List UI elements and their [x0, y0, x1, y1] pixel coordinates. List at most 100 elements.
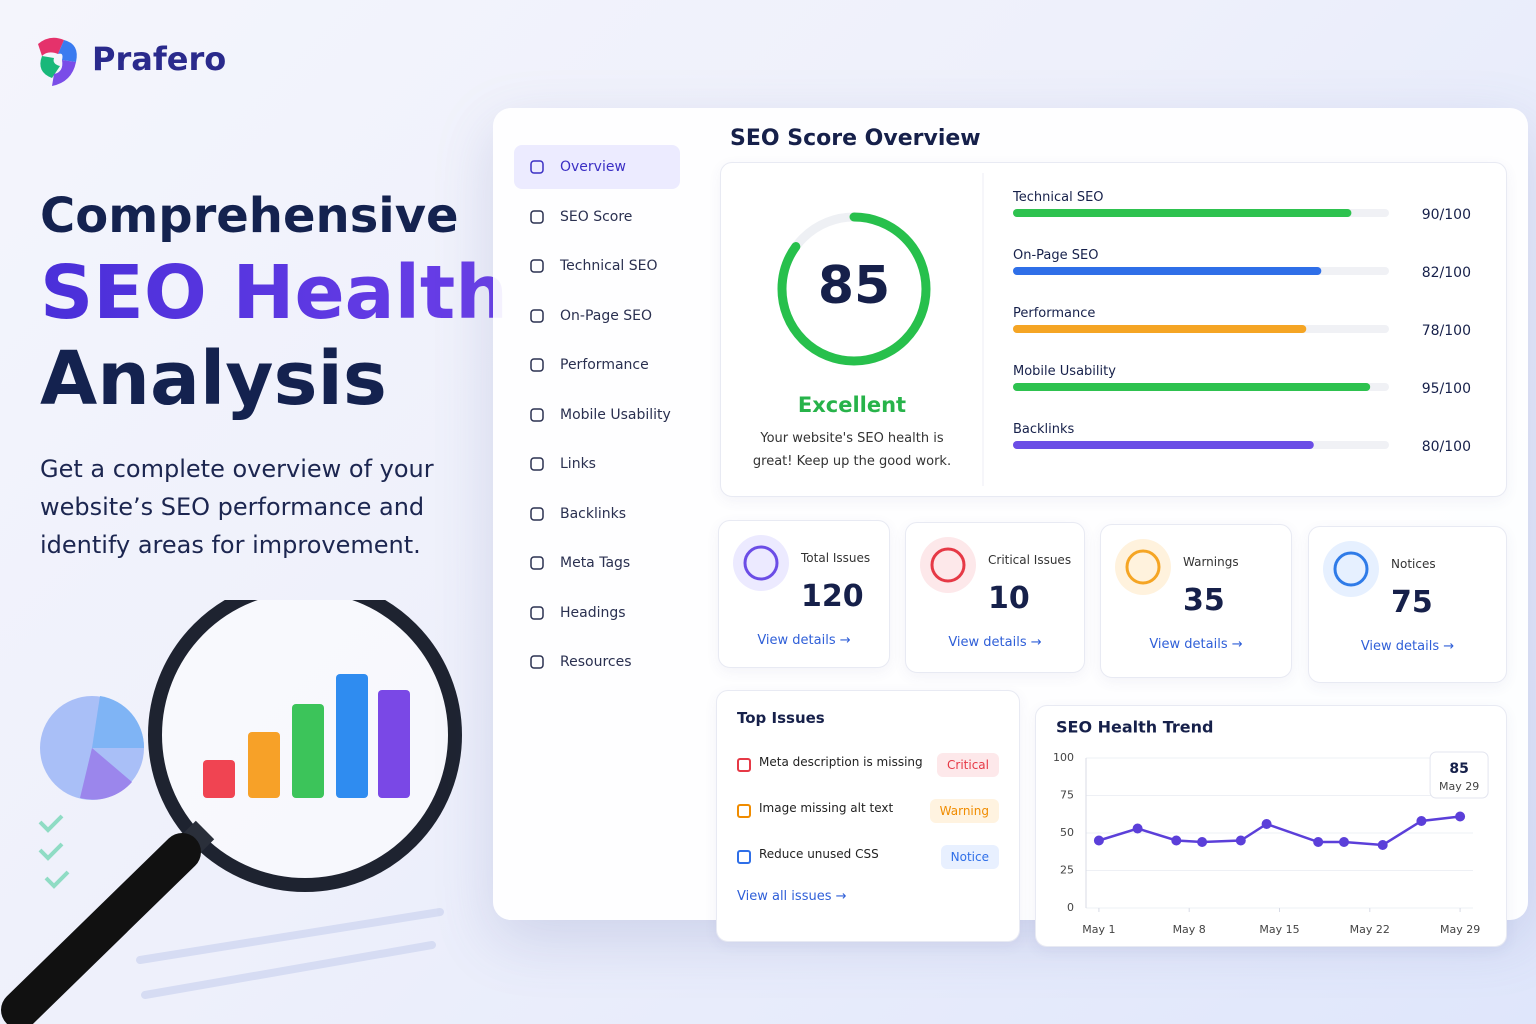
bar	[1013, 267, 1322, 275]
x-tick-label: May 29	[1440, 923, 1480, 936]
view-details-link[interactable]: View details →	[1149, 637, 1243, 652]
trend-point	[1416, 816, 1427, 826]
bar-label: On-Page SEO	[1013, 248, 1098, 263]
trend-chart: SEO Health Trend 0 25 50 75 100 May 1 May 8 May…	[1053, 718, 1489, 936]
nav-label[interactable]: Backlinks	[560, 505, 627, 522]
rating-message: Your website's SEO health is great! Keep…	[752, 431, 952, 469]
nav-item[interactable]: Backlinks	[514, 492, 680, 536]
nav-label[interactable]: Meta Tags	[560, 555, 631, 571]
nav-label[interactable]: Overview	[560, 159, 626, 175]
stat-value: 10	[988, 581, 1030, 616]
trend-point	[1455, 811, 1466, 822]
stat-card: Notices 75 View details →	[1308, 526, 1507, 683]
issue-text: Image missing alt text	[759, 801, 894, 815]
nav-icon	[530, 209, 544, 224]
issue-icon	[737, 758, 751, 772]
nav-label[interactable]: SEO Score	[560, 208, 633, 225]
nav-label[interactable]: Performance	[560, 357, 649, 373]
bar-value-label: 90/100	[1422, 207, 1471, 223]
view-details-link[interactable]: View details →	[1360, 639, 1455, 654]
stat-label: Critical Issues	[988, 553, 1072, 567]
hero-description: Get a complete overview of your website’…	[40, 455, 434, 559]
nav-label[interactable]: Technical SEO	[560, 258, 658, 274]
issue-icon	[737, 804, 751, 818]
hero-title: SEO Health	[40, 250, 508, 336]
bar	[1013, 325, 1307, 333]
bar-value-label: 80/100	[1422, 439, 1471, 455]
hero-title: Comprehensive	[40, 188, 459, 244]
nav-label[interactable]: On-Page SEO	[560, 307, 653, 324]
stat-value: 75	[1391, 585, 1433, 620]
bar	[1013, 441, 1314, 449]
stat-label: Warnings	[1183, 555, 1239, 569]
trend-point	[1093, 835, 1104, 846]
y-tick-label: 75	[1060, 789, 1074, 802]
nav-item[interactable]: Mobile Usability	[514, 393, 680, 437]
nav-item[interactable]: Links	[514, 442, 680, 486]
nav-item[interactable]: Performance	[514, 343, 680, 387]
view-details-link[interactable]: View details →	[757, 633, 851, 648]
nav-label[interactable]: Mobile Usability	[560, 406, 671, 423]
x-tick-label: May 15	[1259, 923, 1299, 936]
stat-card: Critical Issues 10 View details →	[905, 522, 1085, 673]
logo-icon	[38, 37, 77, 86]
y-tick-label: 100	[1053, 751, 1074, 764]
stat-icon-glyph	[1333, 551, 1369, 587]
stat-icon-glyph	[1125, 549, 1161, 585]
bar-label: Mobile Usability	[1013, 364, 1116, 379]
bar-value-label: 78/100	[1422, 323, 1471, 339]
severity-badge: Critical	[937, 753, 999, 777]
nav-icon	[530, 556, 544, 570]
trend-point	[1377, 840, 1388, 850]
stat-icon	[920, 537, 976, 593]
nav-icon	[530, 407, 544, 422]
bar-label: Performance	[1013, 306, 1095, 321]
nav-item[interactable]: On-Page SEO	[514, 294, 680, 338]
section-title: SEO Score Overview	[730, 126, 981, 151]
stat-label: Total Issues	[801, 551, 871, 565]
hero-title: Analysis	[40, 336, 387, 422]
stat-card: Total Issues 120 View details →	[718, 520, 890, 668]
nav-icon	[530, 160, 544, 174]
trend-point	[1235, 835, 1246, 846]
nav-icon	[530, 259, 544, 273]
chart-title: SEO Health Trend	[1056, 718, 1214, 737]
stat-icon	[1323, 541, 1379, 597]
x-tick-label: May 22	[1350, 923, 1390, 936]
view-all-link[interactable]: View all issues →	[737, 889, 847, 904]
nav-label[interactable]: Headings	[560, 604, 626, 621]
tooltip-value: 85	[1449, 761, 1468, 777]
stat-icon	[1115, 539, 1171, 595]
nav-icon	[530, 358, 544, 372]
view-details-link[interactable]: View details →	[948, 635, 1042, 650]
stat-icon-glyph	[930, 547, 966, 583]
nav-label[interactable]: Resources	[560, 654, 632, 670]
stat-card: Warnings 35 View details →	[1100, 524, 1292, 678]
trend-point	[1132, 823, 1143, 834]
overview-graphics: 85 Technical SEO 90/100 On-Page SEO 82/100 Pe…	[777, 173, 1471, 486]
stat-value: 35	[1183, 583, 1225, 618]
illustration	[1, 600, 462, 1024]
nav-item[interactable]: SEO Score	[514, 195, 680, 239]
bar-value-label: 82/100	[1422, 265, 1471, 281]
nav-label[interactable]: Links	[560, 456, 596, 472]
nav-item[interactable]: Headings	[514, 591, 680, 635]
nav-item[interactable]: Technical SEO	[514, 244, 680, 288]
rating: Excellent	[797, 393, 907, 417]
nav-icon	[530, 308, 544, 323]
top-issues-card: Top Issues View all issues → Meta descri…	[716, 690, 1020, 942]
stat-value: 120	[801, 579, 864, 614]
nav-item[interactable]: Resources	[514, 640, 680, 684]
nav-icon	[530, 506, 544, 521]
stat-icon-glyph	[743, 545, 779, 581]
severity-badge: Warning	[929, 799, 999, 823]
nav-icon	[530, 457, 544, 471]
nav-item[interactable]: Overview	[514, 145, 680, 189]
y-tick-label: 25	[1060, 864, 1074, 877]
brand: Prafero	[92, 40, 227, 78]
overview-card: 85 Technical SEO 90/100 On-Page SEO 82/100 Pe…	[720, 162, 1507, 497]
x-tick-label: May 1	[1082, 923, 1115, 936]
nav-item[interactable]: Meta Tags	[514, 541, 680, 585]
bar	[1013, 383, 1371, 391]
